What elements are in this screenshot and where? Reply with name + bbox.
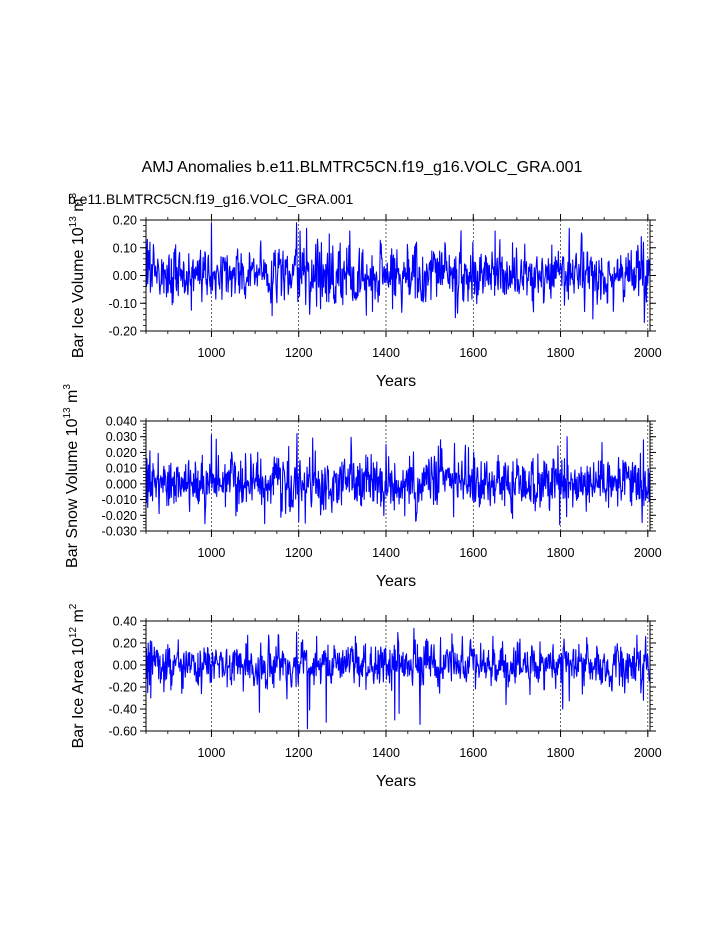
plot-frame: [145, 620, 651, 732]
y-tick-label: 0.20: [113, 637, 137, 651]
y-tick-label: -0.10: [109, 297, 138, 311]
y-tick-label: 0.40: [113, 615, 137, 629]
x-tick-label: 2000: [634, 346, 662, 360]
x-tick-label: 1800: [547, 746, 575, 760]
x-axis-label: Years: [376, 373, 416, 390]
y-tick-label: -0.030: [102, 525, 137, 539]
x-tick-label: 1600: [459, 746, 487, 760]
panel-bar-ice-volume: -0.20 -0.10 0.00 0.10 0.20 1000 1200 1400 1600 18…: [68, 192, 662, 390]
x-tick-label: 1200: [285, 546, 313, 560]
x-tick-label: 2000: [634, 746, 662, 760]
x-tick-label: 1000: [198, 346, 226, 360]
y-tick-label: 0.020: [106, 446, 137, 460]
y-tick-label: 0.040: [106, 415, 137, 429]
y-tick-label: -0.20: [109, 681, 138, 695]
y-tick-label: 0.00: [113, 269, 137, 283]
series-line: [145, 627, 651, 730]
plot-frame: [145, 420, 651, 532]
x-tick-label: 1400: [372, 546, 400, 560]
x-tick-label: 1600: [459, 546, 487, 560]
x-tick-label: 1400: [372, 346, 400, 360]
x-tick-label: 1800: [547, 346, 575, 360]
x-tick-label: 1000: [198, 546, 226, 560]
figure-subtitle: b.e11.BLMTRC5CN.f19_g16.VOLC_GRA.001: [68, 191, 354, 207]
x-tick-label: 1400: [372, 746, 400, 760]
x-tick-label: 1800: [547, 546, 575, 560]
y-tick-label: -0.20: [109, 325, 138, 339]
series-line: [145, 222, 651, 324]
y-tick-label: 0.000: [106, 477, 137, 491]
y-axis-label: Bar Ice Area 1012 m2: [68, 603, 87, 748]
y-tick-label: 0.010: [106, 462, 137, 476]
y-tick-label: -0.40: [109, 703, 138, 717]
x-axis-label: Years: [376, 773, 416, 790]
y-axis-label: Bar Snow Volume 1013 m3: [62, 384, 81, 568]
x-tick-label: 1200: [285, 746, 313, 760]
y-axis-label: Bar Ice Volume 1013 m3: [68, 192, 87, 358]
panel-bar-ice-area: -0.60 -0.40 -0.20 0.00 0.20 0.40 1000 1200 1400 1…: [68, 603, 662, 790]
y-tick-label: 0.030: [106, 430, 137, 444]
y-tick-label: -0.010: [102, 493, 137, 507]
y-tick-label: 0.10: [113, 241, 137, 255]
y-tick-label: 0.00: [113, 659, 137, 673]
x-axis-label: Years: [376, 573, 416, 590]
x-tick-label: 2000: [634, 546, 662, 560]
y-tick-label: -0.020: [102, 509, 137, 523]
x-tick-label: 1600: [459, 346, 487, 360]
figure-title: AMJ Anomalies b.e11.BLMTRC5CN.f19_g16.VO…: [142, 159, 583, 176]
x-tick-label: 1200: [285, 346, 313, 360]
y-tick-label: 0.20: [113, 214, 137, 228]
y-tick-label: -0.60: [109, 725, 138, 739]
x-tick-label: 1000: [198, 746, 226, 760]
series-line: [145, 433, 651, 526]
